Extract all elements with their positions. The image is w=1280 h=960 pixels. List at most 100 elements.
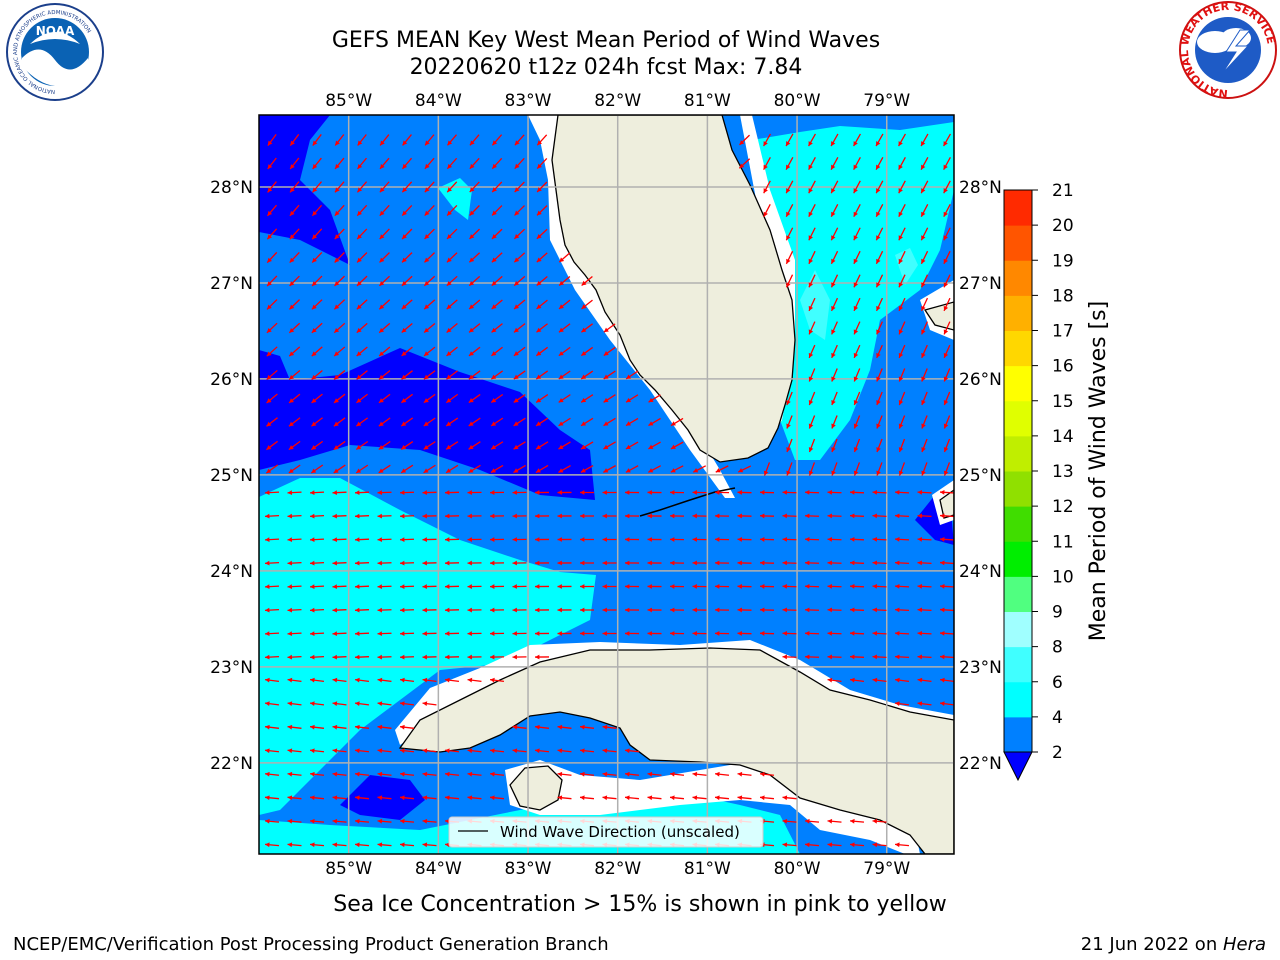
lon-label-bottom: 84°W [415,859,462,879]
wind-wave-arrow [557,771,572,777]
wind-wave-arrow [444,490,460,495]
wind-wave-arrow [422,771,437,777]
wind-wave-arrow [894,489,910,495]
colorbar-tick-label: 17 [1052,322,1074,342]
wind-wave-arrow [468,275,481,287]
wind-wave-arrow [422,701,437,707]
wind-wave-arrow [782,584,797,589]
wind-wave-arrow [894,630,910,636]
wind-wave-arrow [853,250,861,265]
wind-wave-arrow [785,227,794,241]
wind-wave-arrow [309,842,325,848]
wind-wave-arrow [786,391,793,406]
wind-wave-arrow [831,438,838,453]
wind-wave-arrow [401,370,413,380]
wind-wave-arrow [332,748,347,754]
wind-wave-arrow [831,321,838,335]
wind-wave-arrow [669,537,685,542]
wind-wave-arrow [943,462,951,476]
wind-wave-arrow [943,415,951,429]
footer-date: 21 Jun 2022 on Hera [1081,934,1266,955]
wind-wave-arrow [289,299,300,310]
wind-wave-arrow [534,513,550,519]
wind-wave-arrow [579,513,595,519]
wind-wave-arrow [399,654,415,660]
wind-wave-arrow [354,631,370,637]
wind-wave-arrow [489,513,505,519]
colorbar-tick-label: 13 [1052,462,1074,482]
wind-wave-arrow [898,344,906,359]
wind-wave-arrow [377,795,392,801]
wind-wave-arrow [287,677,302,683]
wind-wave-arrow [943,391,951,406]
wind-wave-arrow [311,417,323,427]
wind-wave-arrow [939,607,954,613]
wind-wave-arrow [312,134,322,146]
wind-wave-arrow [377,607,392,613]
wind-wave-arrow [579,607,595,613]
wind-wave-arrow [894,842,910,848]
wind-wave-arrow [266,417,278,427]
wind-wave-arrow [737,465,752,473]
wind-wave-arrow [557,490,572,495]
wind-wave-arrow [266,369,278,381]
wind-wave-arrow [876,344,883,359]
wind-wave-arrow [332,677,347,683]
wind-wave-arrow [579,584,595,589]
land-cuba [398,647,954,854]
wind-wave-arrow [423,464,436,474]
wind-wave-arrow [288,369,301,381]
wind-wave-arrow [782,795,797,801]
wind-wave-arrow [491,275,503,287]
wind-wave-arrow [289,251,300,264]
wind-wave-arrow [468,299,481,310]
wind-wave-arrow [602,584,617,589]
wind-wave-arrow [558,299,571,310]
wind-wave-arrow [579,724,595,730]
lat-label-right: 23°N [959,658,1002,678]
wind-wave-arrow [603,346,616,357]
wind-wave-arrow [445,464,459,474]
wind-wave-arrow [399,607,415,613]
colorbar-swatch [1004,716,1032,753]
wind-wave-arrow [400,441,414,450]
wind-wave-arrow [876,462,883,476]
wind-wave-arrow [534,560,550,566]
wind-wave-arrow [468,464,481,474]
wind-wave-arrow [444,748,460,754]
colorbar-tick-label: 20 [1052,216,1074,236]
wind-wave-arrow [648,417,661,427]
wind-wave-arrow [311,228,323,240]
wind-wave-arrow [267,157,277,170]
wind-wave-arrow [853,227,861,241]
wind-wave-arrow [264,513,280,519]
wind-wave-arrow [849,842,865,848]
wind-wave-arrow [288,464,301,474]
wind-wave-arrow [536,134,548,146]
wind-wave-arrow [356,299,368,310]
lat-label-left: 23°N [210,658,253,678]
wind-wave-arrow [534,654,550,660]
wind-wave-arrow [876,391,883,406]
wind-wave-arrow [602,771,617,777]
wind-wave-arrow [943,180,951,194]
colorbar: 2 4 6 8 9 10 11 12 13 14 15 16 17 18 19 20 21 [1003,181,1074,782]
wind-wave-arrow [625,417,639,427]
wind-wave-arrow [625,370,639,380]
wind-wave-arrow [557,537,572,542]
wind-wave-arrow [602,560,617,566]
wind-wave-arrow [377,490,392,495]
wind-wave-arrow [898,133,906,147]
wind-wave-arrow [558,417,571,427]
wind-wave-arrow [831,368,838,382]
wind-wave-arrow [334,252,345,263]
wind-wave-arrow [467,795,482,801]
lon-label-top: 85°W [325,91,372,111]
wind-wave-arrow [827,607,842,613]
wind-wave-arrow [830,297,839,312]
wind-wave-arrow [354,748,370,754]
wind-wave-arrow [355,417,369,427]
wind-wave-arrow [309,795,325,801]
wind-wave-arrow [939,583,954,589]
wind-wave-arrow [401,393,413,404]
